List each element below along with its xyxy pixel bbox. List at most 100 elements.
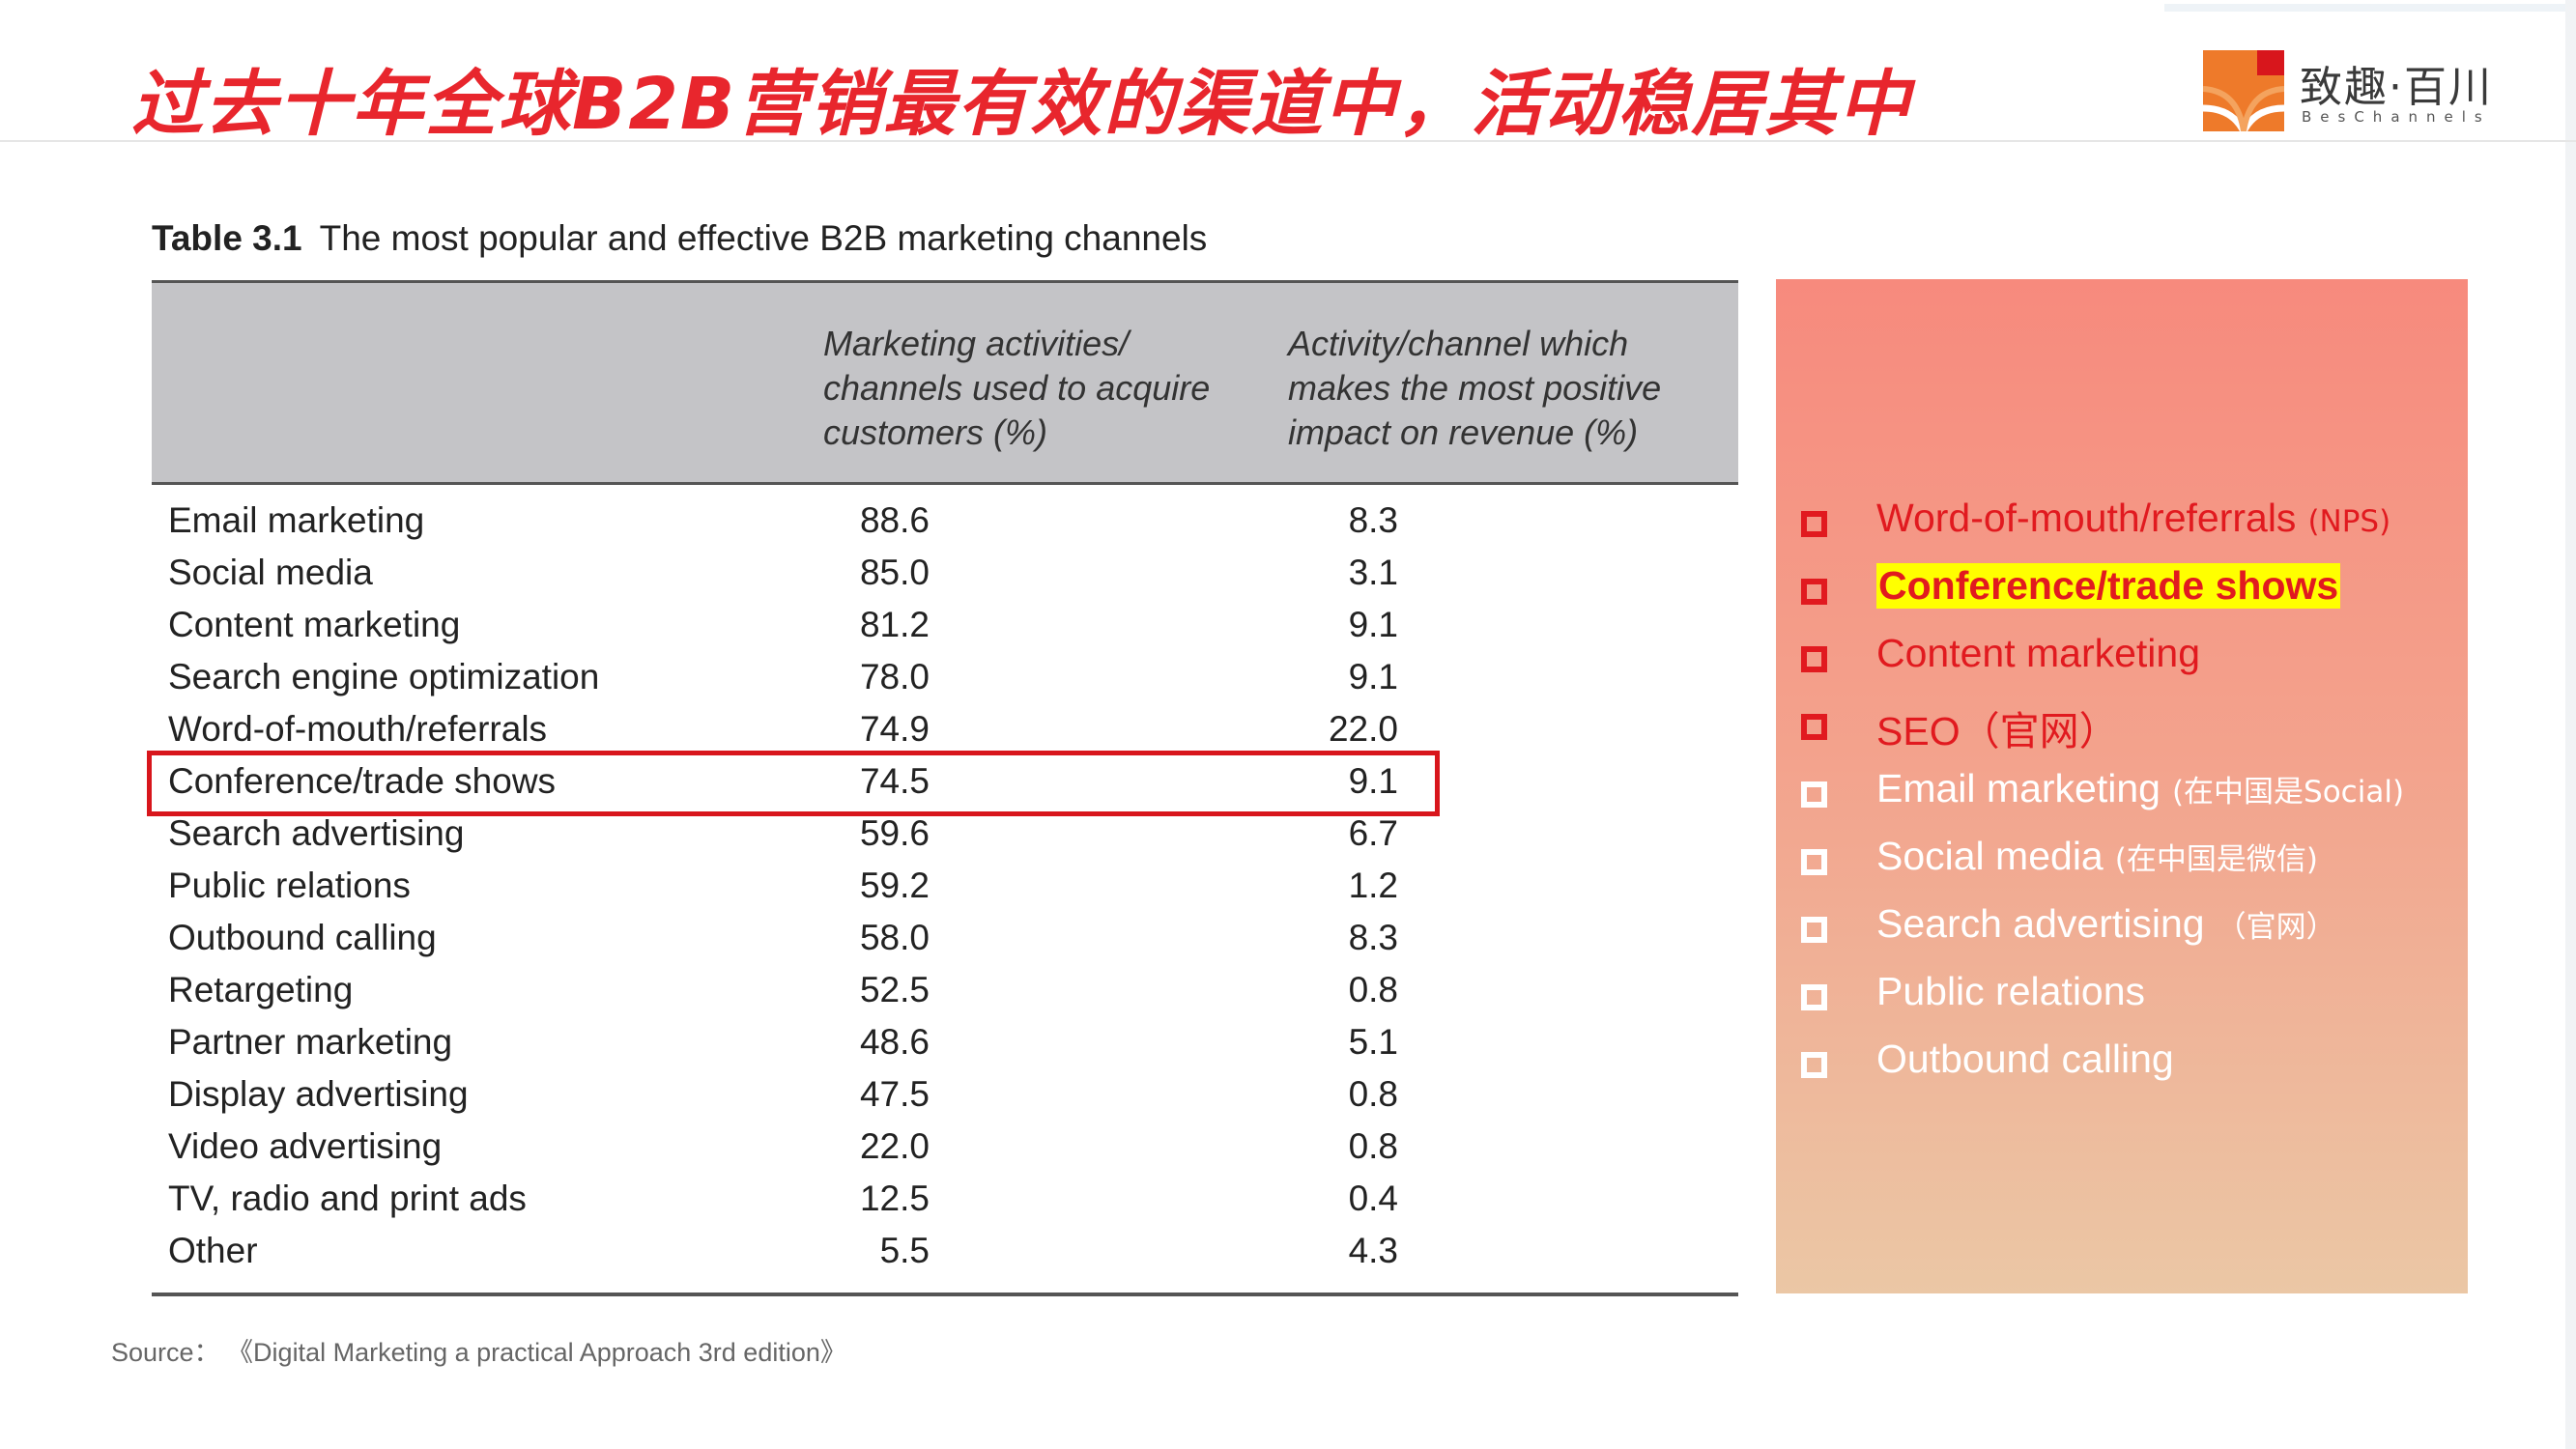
row-channel-name: Email marketing xyxy=(168,500,425,540)
row-used-value: 59.2 xyxy=(859,866,930,905)
row-impact-value: 0.4 xyxy=(1348,1179,1398,1218)
table-body: Email marketing 88.6 8.3 Social media 85.0 3.… xyxy=(152,495,1738,1277)
key-channel-note: （官网） xyxy=(2216,910,2336,945)
table-row: Partner marketing 48.6 5.1 xyxy=(152,1016,1738,1068)
row-channel-name: Word-of-mouth/referrals xyxy=(168,709,548,749)
header-divider xyxy=(0,140,2576,142)
row-channel-name: Conference/trade shows xyxy=(168,761,557,801)
row-used-value: 74.5 xyxy=(859,761,930,801)
key-channel-item: Email marketing (在中国是Social) xyxy=(1799,766,2456,834)
row-used-value: 47.5 xyxy=(859,1074,930,1114)
slide-title: 过去十年全球B2B营销最有效的渠道中，活动稳居其中 xyxy=(131,63,1912,146)
key-channel-label: Word-of-mouth/referrals (NPS) xyxy=(1876,496,2390,541)
conference-row-highlight xyxy=(147,751,1440,816)
table-row: Public relations 59.2 1.2 xyxy=(152,860,1738,912)
row-used-value: 5.5 xyxy=(879,1231,930,1270)
brand-logo-cn: 致趣·百川 xyxy=(2300,63,2493,112)
key-channel-item: Outbound calling xyxy=(1799,1037,2456,1104)
row-used-value: 59.6 xyxy=(859,813,930,853)
table-row: Outbound calling 58.0 8.3 xyxy=(152,912,1738,964)
key-channel-item: Social media (在中国是微信) xyxy=(1799,834,2456,901)
row-impact-value: 3.1 xyxy=(1348,553,1398,592)
key-channel-label: Public relations xyxy=(1876,969,2145,1014)
key-channel-label: Outbound calling xyxy=(1876,1037,2174,1082)
checkbox-square-icon xyxy=(1801,917,1827,943)
key-channel-note: (在中国是Social) xyxy=(2171,775,2405,810)
table-row: Email marketing 88.6 8.3 xyxy=(152,495,1738,547)
table-row: Word-of-mouth/referrals 74.9 22.0 xyxy=(152,703,1738,755)
key-channel-item: Public relations xyxy=(1799,969,2456,1037)
table-row: Other 5.5 4.3 xyxy=(152,1225,1738,1277)
brand-logo-en: BesChannels xyxy=(2302,108,2491,126)
key-channel-item: Content marketing xyxy=(1799,631,2456,698)
checkbox-square-icon xyxy=(1801,781,1827,808)
row-impact-value: 9.1 xyxy=(1348,761,1398,801)
brand-logo: 致趣·百川 BesChannels xyxy=(2203,50,2491,133)
row-channel-name: Other xyxy=(168,1231,258,1270)
key-channel-label: Email marketing (在中国是Social) xyxy=(1876,766,2404,811)
checkbox-square-icon xyxy=(1801,579,1827,605)
row-used-value: 12.5 xyxy=(859,1179,930,1218)
key-channel-label: Content marketing xyxy=(1876,631,2200,676)
row-impact-value: 8.3 xyxy=(1348,918,1398,957)
key-channel-note: (在中国是微信) xyxy=(2114,842,2318,877)
key-channel-item: Word-of-mouth/referrals (NPS) xyxy=(1799,496,2456,563)
table-row: Search engine optimization 78.0 9.1 xyxy=(152,651,1738,703)
table-row: Social media 85.0 3.1 xyxy=(152,547,1738,599)
row-used-value: 88.6 xyxy=(859,500,930,540)
brand-logo-icon xyxy=(2203,50,2284,131)
row-impact-value: 9.1 xyxy=(1348,657,1398,696)
row-impact-value: 1.2 xyxy=(1348,866,1398,905)
key-channels-panel: Word-of-mouth/referrals (NPS) Conference/t… xyxy=(1776,279,2468,1293)
table-row: Conference/trade shows 74.5 9.1 xyxy=(152,755,1738,808)
key-channel-text: Word-of-mouth/referrals xyxy=(1876,496,2297,540)
row-channel-name: Public relations xyxy=(168,866,411,905)
top-accent-bar xyxy=(2164,4,2576,12)
row-impact-value: 4.3 xyxy=(1348,1231,1398,1270)
row-impact-value: 5.1 xyxy=(1348,1022,1398,1062)
row-used-value: 81.2 xyxy=(859,605,930,644)
key-channel-label: SEO（官网） xyxy=(1876,698,2119,756)
right-edge-strip xyxy=(2565,0,2576,1449)
table-row: TV, radio and print ads 12.5 0.4 xyxy=(152,1173,1738,1225)
row-channel-name: Video advertising xyxy=(168,1126,443,1166)
row-channel-name: Social media xyxy=(168,553,373,592)
row-channel-name: Outbound calling xyxy=(168,918,437,957)
table-row: Content marketing 81.2 9.1 xyxy=(152,599,1738,651)
row-impact-value: 0.8 xyxy=(1348,1074,1398,1114)
table-row: Display advertising 47.5 0.8 xyxy=(152,1068,1738,1121)
key-channel-note: (NPS) xyxy=(2307,504,2391,539)
table-row: Video advertising 22.0 0.8 xyxy=(152,1121,1738,1173)
checkbox-square-icon xyxy=(1801,646,1827,672)
key-channel-text: Outbound calling xyxy=(1876,1037,2174,1081)
row-used-value: 48.6 xyxy=(859,1022,930,1062)
key-channel-label: Social media (在中国是微信) xyxy=(1876,834,2318,879)
source-note: Source： 《Digital Marketing a practical A… xyxy=(111,1338,846,1367)
row-impact-value: 9.1 xyxy=(1348,605,1398,644)
row-channel-name: Retargeting xyxy=(168,970,354,1009)
checkbox-square-icon xyxy=(1801,984,1827,1010)
checkbox-square-icon xyxy=(1801,714,1827,740)
key-channel-label: Search advertising （官网） xyxy=(1876,901,2336,947)
key-channel-item: Search advertising （官网） xyxy=(1799,901,2456,969)
key-channel-text: SEO（官网） xyxy=(1876,709,2119,753)
header-impact-on-revenue: Activity/channel which makes the most po… xyxy=(1288,324,1662,452)
row-used-value: 85.0 xyxy=(859,553,930,592)
row-impact-value: 6.7 xyxy=(1348,813,1398,853)
table-row: Search advertising 59.6 6.7 xyxy=(152,808,1738,860)
row-channel-name: Search engine optimization xyxy=(168,657,600,696)
row-channel-name: Display advertising xyxy=(168,1074,469,1114)
key-channel-text: Social media xyxy=(1876,834,2104,878)
table-header: Marketing activities/ channels used to a… xyxy=(152,280,1738,485)
key-channel-text: Content marketing xyxy=(1876,631,2201,675)
row-impact-value: 8.3 xyxy=(1348,500,1398,540)
row-impact-value: 0.8 xyxy=(1348,970,1398,1009)
table-bottom-rule xyxy=(152,1293,1738,1296)
key-channel-text: Email marketing xyxy=(1876,766,2161,810)
channels-table: Marketing activities/ channels used to a… xyxy=(152,280,1738,1296)
key-channel-label: Conference/trade shows xyxy=(1876,563,2341,609)
row-used-value: 58.0 xyxy=(859,918,930,957)
row-channel-name: Content marketing xyxy=(168,605,461,644)
row-channel-name: TV, radio and print ads xyxy=(168,1179,527,1218)
key-channel-text: Search advertising xyxy=(1876,901,2205,946)
